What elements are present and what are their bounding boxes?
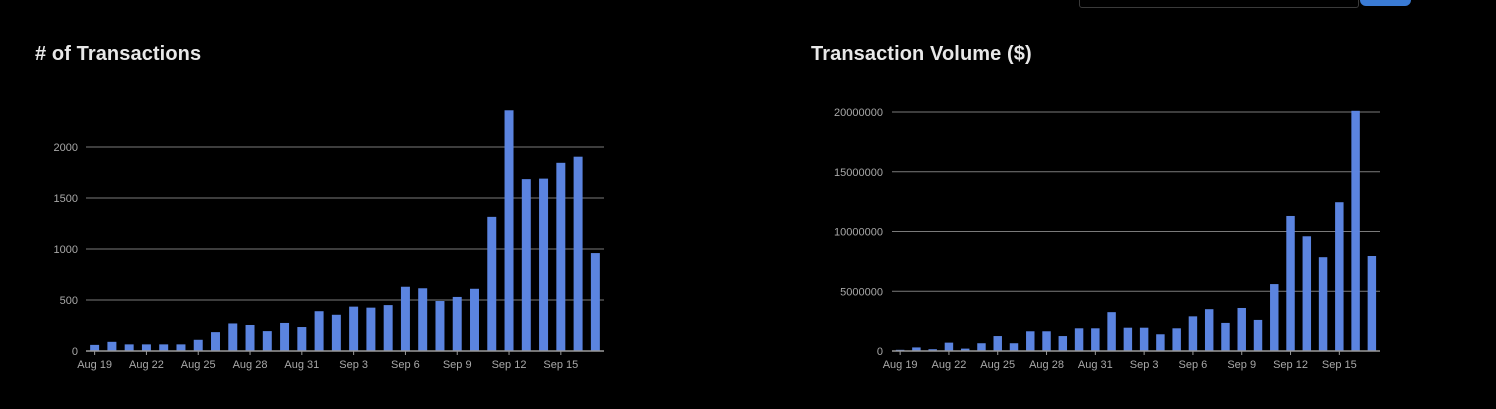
bar <box>573 156 583 351</box>
bar <box>944 342 954 351</box>
x-tick-label: Aug 22 <box>931 359 966 371</box>
bar <box>960 348 970 351</box>
bar <box>159 344 169 351</box>
bar <box>1302 236 1312 351</box>
bar <box>1237 307 1246 351</box>
bar <box>1204 309 1214 351</box>
bar <box>1139 327 1149 351</box>
bar <box>314 311 324 351</box>
submit-button[interactable] <box>1360 0 1411 6</box>
y-tick-label: 5000000 <box>840 286 883 298</box>
bar <box>504 110 514 351</box>
x-tick-label: Sep 6 <box>1179 359 1208 371</box>
bar <box>400 286 410 351</box>
bar <box>297 327 307 351</box>
transactions-bar-chart: 0 500 1000 1500 2000 Aug 19 Aug 22 Aug 25 Aug 28… <box>54 110 604 371</box>
bar <box>556 162 566 351</box>
bar <box>1286 215 1295 351</box>
bar <box>1026 331 1035 351</box>
bar <box>1009 343 1019 351</box>
bar <box>1270 284 1279 351</box>
bar <box>193 339 203 351</box>
bar <box>228 323 238 351</box>
bar <box>349 306 359 351</box>
bar <box>331 314 341 351</box>
volume-chart-title: Transaction Volume ($) <box>811 43 1032 65</box>
x-tick-label: Sep 12 <box>492 359 527 371</box>
bar <box>993 336 1002 351</box>
bar <box>280 322 290 351</box>
x-tick-label: Sep 3 <box>339 359 368 371</box>
y-tick-label: 0 <box>877 346 883 358</box>
bar <box>383 305 393 351</box>
y-tick-label: 1500 <box>54 193 78 205</box>
y-tick-label: 15000000 <box>834 167 883 179</box>
y-tick-label: 20000000 <box>834 107 883 119</box>
bar <box>470 288 479 351</box>
x-tick-label: Sep 12 <box>1273 359 1308 371</box>
bar <box>418 288 428 351</box>
bar <box>1091 328 1100 351</box>
y-tick-label: 2000 <box>54 142 78 154</box>
x-tick-label: Sep 6 <box>391 359 420 371</box>
x-tick-label: Sep 9 <box>1227 359 1256 371</box>
x-tick-label: Sep 3 <box>1130 359 1159 371</box>
x-tick-label: Aug 25 <box>181 359 216 371</box>
bar <box>977 343 986 351</box>
bar <box>1188 316 1198 351</box>
bar <box>521 179 531 351</box>
bar <box>262 331 272 351</box>
bar <box>912 347 921 351</box>
x-tick-label: Aug 31 <box>1078 359 1113 371</box>
bar <box>1123 327 1133 351</box>
bar <box>1172 328 1181 351</box>
x-tick-label: Aug 19 <box>883 359 918 371</box>
x-tick-label: Aug 31 <box>284 359 319 371</box>
x-tick-label: Sep 15 <box>1322 359 1357 371</box>
x-tick-label: Aug 28 <box>1029 359 1064 371</box>
transactions-chart-title: # of Transactions <box>35 43 202 65</box>
bar <box>1156 334 1165 351</box>
bar <box>539 178 549 351</box>
bar <box>1107 312 1116 351</box>
bar <box>211 332 220 351</box>
x-tick-label: Aug 25 <box>980 359 1015 371</box>
y-tick-label: 500 <box>60 295 78 307</box>
x-tick-label: Sep 9 <box>443 359 472 371</box>
x-tick-label: Aug 28 <box>233 359 268 371</box>
y-tick-label: 0 <box>72 346 78 358</box>
bar <box>928 349 937 351</box>
bar <box>107 341 117 351</box>
bar <box>245 324 255 351</box>
x-tick-label: Aug 19 <box>77 359 112 371</box>
bar <box>1221 322 1230 351</box>
bar <box>366 307 376 351</box>
bar <box>1253 319 1263 351</box>
y-tick-label: 1000 <box>54 244 78 256</box>
y-tick-label: 10000000 <box>834 227 883 239</box>
bar <box>590 253 600 351</box>
bar <box>1058 336 1068 351</box>
bar <box>1351 110 1360 351</box>
bar <box>176 344 186 351</box>
bar <box>435 301 445 351</box>
bar <box>1335 202 1344 351</box>
bar <box>1367 256 1377 351</box>
bar <box>141 344 151 351</box>
bar <box>487 216 497 351</box>
bar <box>124 344 134 351</box>
search-input[interactable] <box>1079 0 1359 8</box>
bar <box>1074 328 1084 351</box>
x-tick-label: Sep 15 <box>543 359 578 371</box>
bar <box>452 296 462 351</box>
bar <box>90 344 100 351</box>
bar <box>1042 331 1051 351</box>
bar <box>1318 257 1328 351</box>
x-tick-label: Aug 22 <box>129 359 164 371</box>
